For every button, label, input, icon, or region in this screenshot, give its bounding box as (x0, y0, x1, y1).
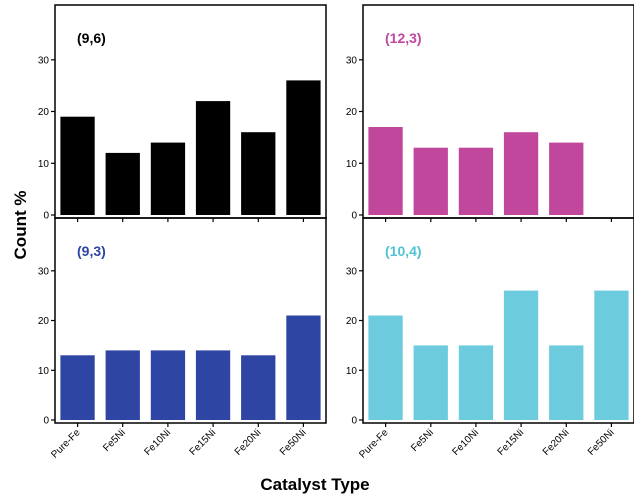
y-tick-label: 10 (346, 366, 358, 377)
y-tick-label: 20 (38, 316, 50, 327)
category-label: Fe50Ni (586, 427, 617, 458)
y-tick-label: 0 (351, 211, 357, 222)
y-tick-label: 30 (38, 55, 50, 66)
bar-fe5ni (413, 345, 448, 420)
bar-fe10ni (458, 345, 494, 420)
bar-fe15ni (503, 290, 539, 420)
bar-fe10ni (150, 142, 186, 215)
y-axis-title: Count % (11, 191, 30, 260)
bar-fe15ni (195, 101, 231, 215)
bar-fe5ni (105, 152, 140, 215)
y-tick-label: 0 (351, 416, 357, 427)
y-tick-label: 20 (38, 107, 50, 118)
panel-label: (9,6) (77, 30, 106, 46)
category-label: Fe20Ni (541, 427, 572, 458)
y-tick-label: 0 (43, 416, 49, 427)
category-label: Pure-Fe (357, 427, 391, 461)
bar-fe15ni (195, 350, 231, 420)
y-tick-label: 30 (38, 266, 50, 277)
bar-fe50ni (286, 80, 321, 216)
panel-top-right: 0 10 20 30 (12,3) (346, 4, 634, 222)
panel-bottom-right: 0 10 20 30 Pure-Fe Fe5Ni Fe10Ni Fe15Ni Fe20Ni Fe5… (346, 217, 634, 461)
bar-fe15ni (503, 132, 539, 215)
category-label: Fe5Ni (101, 427, 128, 454)
y-tick-label: 30 (346, 55, 358, 66)
category-label: Fe20Ni (233, 427, 264, 458)
y-tick-label: 20 (346, 107, 358, 118)
panel-bottom-left: 0 10 20 30 Pure-Fe Fe5Ni Fe10Ni Fe15Ni Fe20Ni Fe5… (38, 217, 327, 461)
bar-fe10ni (150, 350, 186, 420)
bar-fe20ni (549, 142, 584, 215)
category-label: Fe15Ni (188, 427, 219, 458)
category-label: Fe10Ni (142, 427, 173, 458)
bar-fe20ni (241, 355, 276, 420)
bar-pure-fe (60, 116, 95, 215)
bar-pure-fe (368, 315, 403, 420)
x-axis-title: Catalyst Type (260, 475, 369, 494)
category-label: Fe10Ni (450, 427, 481, 458)
panel-label: (10,4) (385, 243, 422, 259)
y-tick-label: 0 (43, 211, 49, 222)
panel-label: (9,3) (77, 243, 106, 259)
panels: 0 10 20 30 (9,6) 0 10 20 30 (12,3) 0 10 20 30 Pure-Fe F… (38, 4, 634, 461)
bar-pure-fe (368, 127, 403, 215)
bar-fe20ni (241, 132, 276, 215)
bar-fe10ni (458, 147, 494, 215)
bar-fe5ni (105, 350, 140, 420)
bar-fe20ni (549, 345, 584, 420)
bar-fe50ni (594, 290, 629, 420)
category-label: Fe15Ni (496, 427, 527, 458)
y-tick-label: 30 (346, 266, 358, 277)
y-tick-label: 10 (346, 159, 358, 170)
panel-label: (12,3) (385, 30, 422, 46)
category-label: Pure-Fe (49, 427, 83, 461)
y-tick-label: 10 (38, 366, 50, 377)
category-label: Fe5Ni (409, 427, 436, 454)
y-tick-label: 20 (346, 316, 358, 327)
y-tick-label: 10 (38, 159, 50, 170)
category-label: Fe50Ni (278, 427, 309, 458)
panel-top-left: 0 10 20 30 (9,6) (38, 4, 327, 222)
bar-fe5ni (413, 147, 448, 215)
bar-fe50ni (286, 315, 321, 420)
bar-pure-fe (60, 355, 95, 420)
